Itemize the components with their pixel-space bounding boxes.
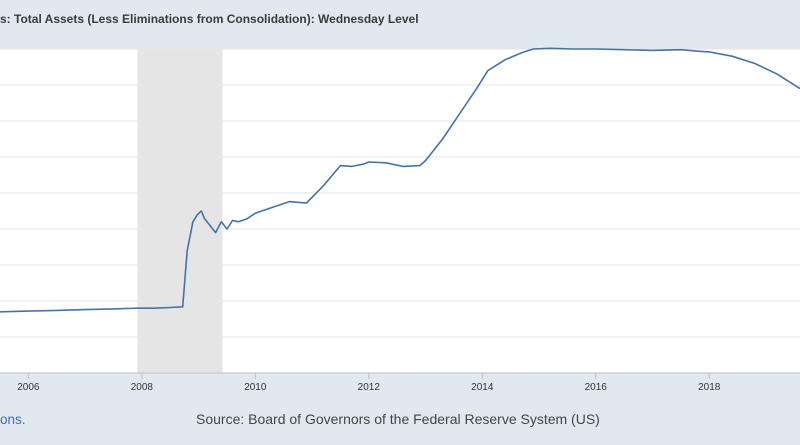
footer-source: Source: Board of Governors of the Federa… xyxy=(196,411,600,427)
x-tick-label: 2008 xyxy=(131,382,154,393)
x-tick-label: 2006 xyxy=(17,382,40,393)
chart-title: s: Total Assets (Less Eliminations from … xyxy=(0,12,419,26)
x-tick-label: 2014 xyxy=(471,382,494,393)
x-tick-label: 2012 xyxy=(358,382,381,393)
recession-band-0 xyxy=(137,49,223,373)
x-tick-label: 2016 xyxy=(585,382,608,393)
x-tick-layer: 2006 2008 2010 2012 2014 2016 2018 xyxy=(17,373,721,393)
x-tick-label: 2010 xyxy=(244,382,267,393)
x-tick-label: 2018 xyxy=(698,382,721,393)
grid-layer xyxy=(0,48,800,338)
recession-layer xyxy=(137,49,223,373)
footer-notes-link[interactable]: ons. xyxy=(0,412,26,427)
series-line-0 xyxy=(0,47,800,313)
series-layer xyxy=(0,47,800,313)
plot-background xyxy=(0,49,800,373)
